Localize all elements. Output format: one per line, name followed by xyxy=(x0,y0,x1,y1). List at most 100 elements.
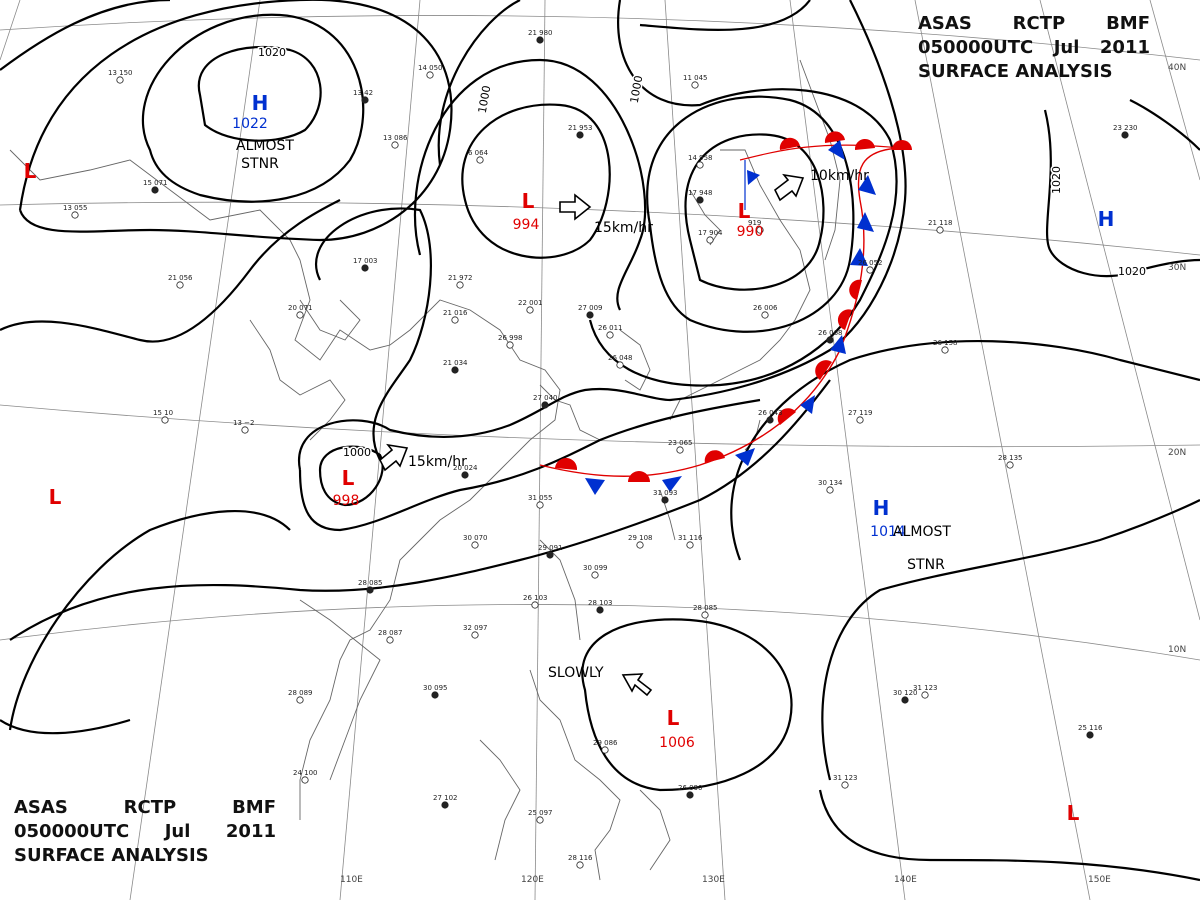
station-marker xyxy=(476,156,484,164)
station-marker xyxy=(451,366,459,374)
low-center-994: L 994 xyxy=(513,189,540,233)
isobar-south-edge xyxy=(0,718,131,735)
station-marker xyxy=(596,606,604,614)
station-reading: 30 134 xyxy=(818,479,843,487)
station-marker xyxy=(541,401,549,409)
station-reading: 31 116 xyxy=(678,534,703,542)
isobar-label: 1020 xyxy=(258,46,286,59)
cold-front-teeth xyxy=(585,140,876,495)
station-reading: 28 103 xyxy=(588,599,613,607)
high-pressure-value: 1022 xyxy=(232,116,268,132)
low-symbol: L xyxy=(1067,801,1080,825)
station-marker xyxy=(856,416,864,424)
station-reading: 27 009 xyxy=(578,304,603,312)
station-marker xyxy=(536,501,544,509)
station-reading: 26 011 xyxy=(598,324,623,332)
station-reading: 17 948 xyxy=(688,189,713,197)
station-marker xyxy=(471,631,479,639)
station-marker xyxy=(296,311,304,319)
low-center-998: L 998 xyxy=(333,466,360,509)
isobar-label: 1020 xyxy=(1118,265,1146,278)
station-reading: 29 108 xyxy=(628,534,653,542)
station-reading: 30 120 xyxy=(893,689,918,697)
station-marker xyxy=(576,861,584,869)
lon-label: 120E xyxy=(521,875,544,885)
station-marker xyxy=(531,601,539,609)
station-marker xyxy=(151,186,159,194)
station-reading: 13 42 xyxy=(353,89,373,97)
isobar-low998-outer xyxy=(297,0,907,471)
station-reading: 30 070 xyxy=(463,534,488,542)
motion-arrow-icon xyxy=(379,443,409,472)
header-code: RCTP xyxy=(123,797,177,818)
station-reading: 27 119 xyxy=(848,409,873,417)
high-pressure-value: 1014 xyxy=(870,524,906,540)
isobar-1000-north xyxy=(437,0,521,166)
chart-header-bottom-left: ASAS RCTP BMF 050000UTC Jul 2011 SURFACE ANA… xyxy=(14,796,276,868)
motion-arrow-icon xyxy=(559,193,592,221)
isobar-h1022-inner xyxy=(197,45,322,142)
station-reading: 13 086 xyxy=(383,134,408,142)
station-marker xyxy=(901,696,909,704)
high-center-nw: H 1022 ALMOST STNR xyxy=(232,91,294,172)
station-marker xyxy=(941,346,949,354)
station-plots: 21 980 14 050 13 150 13 42 13 086 6 064 21 953… xyxy=(63,29,1138,869)
motion-arrow-icon xyxy=(773,173,805,202)
low-pressure-value: 994 xyxy=(513,217,540,233)
isobar-labels: 1020 1000 1000 1000 1020 1020 xyxy=(257,45,1148,461)
isobar-low994 xyxy=(461,103,611,259)
station-marker xyxy=(451,316,459,324)
high-symbol: H xyxy=(873,496,890,520)
station-marker xyxy=(456,281,464,289)
header-year: 2011 xyxy=(225,821,276,842)
isobar-low998-inner xyxy=(318,445,384,507)
station-marker xyxy=(636,541,644,549)
station-reading: 25 116 xyxy=(1078,724,1103,732)
header-code: RCTP xyxy=(1012,13,1066,34)
motion-note: STNR xyxy=(907,557,945,573)
station-reading: 23 065 xyxy=(668,439,693,447)
station-marker xyxy=(676,446,684,454)
station-marker xyxy=(866,266,874,274)
station-reading: 23 230 xyxy=(1113,124,1138,132)
station-marker xyxy=(826,486,834,494)
station-marker xyxy=(921,691,929,699)
station-reading: 21 056 xyxy=(168,274,193,282)
station-reading: 31 123 xyxy=(833,774,858,782)
station-marker xyxy=(116,76,124,84)
station-marker xyxy=(241,426,249,434)
fronts xyxy=(539,131,912,495)
low-symbol: L xyxy=(522,189,535,213)
station-marker xyxy=(426,71,434,79)
station-reading: 26 998 xyxy=(498,334,523,342)
station-reading: 14 958 xyxy=(688,154,713,162)
station-marker xyxy=(686,791,694,799)
station-reading: 17 904 xyxy=(698,229,723,237)
station-reading: 20 071 xyxy=(288,304,313,312)
motion-speed: 15km/hr xyxy=(594,220,653,236)
lat-label: 30N xyxy=(1168,263,1186,273)
station-reading: 26 103 xyxy=(523,594,548,602)
lon-label: 150E xyxy=(1088,875,1111,885)
station-marker xyxy=(471,541,479,549)
station-marker xyxy=(536,816,544,824)
header-month: Jul xyxy=(1053,37,1080,58)
station-marker xyxy=(691,81,699,89)
isobar-se xyxy=(818,789,1200,882)
high-symbol: H xyxy=(252,91,269,115)
low-symbol: L xyxy=(738,199,751,223)
station-marker xyxy=(176,281,184,289)
station-marker xyxy=(1121,131,1129,139)
station-reading: 27 102 xyxy=(433,794,458,802)
isobar-label: 1020 xyxy=(1050,166,1063,194)
low-pressure-value: 1006 xyxy=(659,735,695,751)
lon-label: 140E xyxy=(894,875,917,885)
header-code: ASAS xyxy=(918,13,972,34)
station-reading: 28 087 xyxy=(378,629,403,637)
high-symbol: H xyxy=(1098,207,1115,231)
station-reading: 28 116 xyxy=(568,854,593,862)
isobar-low1006 xyxy=(581,618,793,792)
low-symbol: L xyxy=(667,706,680,730)
station-reading: 21 118 xyxy=(928,219,953,227)
